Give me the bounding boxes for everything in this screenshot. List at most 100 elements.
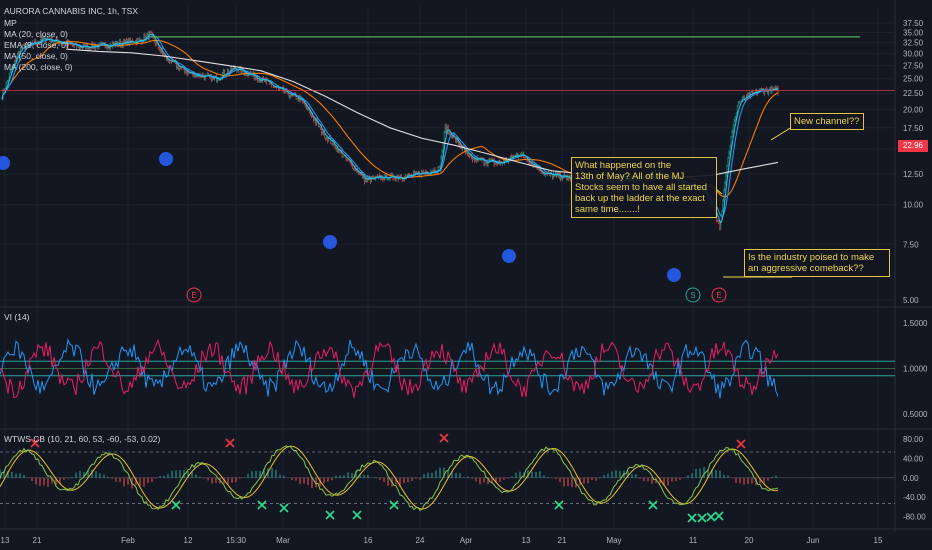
- price-tick-label: 20.00: [903, 105, 924, 114]
- price-tick-label: 22.50: [903, 89, 924, 98]
- wt-cross-marker: [648, 500, 658, 510]
- annotation-new-channel[interactable]: New channel??: [790, 113, 864, 130]
- event-dot: [0, 156, 10, 170]
- wt-tick-label: -80.00: [903, 513, 926, 522]
- time-axis[interactable]: 13 21 Feb 12 15:30 Mar 16 24 Apr 13 21 May 11 20 Jun 15: [1, 536, 883, 545]
- price-axis[interactable]: 5.007.5010.0012.5015.0017.5020.0022.5025…: [903, 19, 928, 522]
- event-marker-ring: [685, 287, 701, 303]
- price-tick-label: 10.00: [903, 201, 924, 210]
- event-marker-label: E: [716, 291, 721, 300]
- wt-main-line: [0, 445, 779, 512]
- wt-cross-marker: [257, 500, 267, 510]
- wt-cross-marker: [225, 438, 235, 448]
- wt-cross-stroke: [325, 510, 335, 520]
- wt-cross-marker: [30, 438, 40, 448]
- vi-legend[interactable]: VI (14): [4, 312, 30, 322]
- annotation-may13[interactable]: What happened on the 13th of May? All of…: [571, 157, 717, 218]
- wt-cross-marker: [325, 510, 335, 520]
- wavetrend-pane[interactable]: [0, 433, 895, 523]
- price-tick-label: 30.00: [903, 50, 924, 59]
- wt-cross-stroke: [706, 512, 716, 522]
- wt-cross-stroke: [352, 510, 362, 520]
- wt-cross-marker: [714, 511, 724, 521]
- price-tick-label: 7.50: [903, 240, 919, 249]
- event-marker: E: [711, 287, 727, 303]
- legend-ma20[interactable]: MA (20, close, 0): [4, 29, 68, 39]
- time-tick-label: Feb: [121, 536, 135, 545]
- legend-mp[interactable]: MP: [4, 18, 17, 28]
- wt-tick-label: 80.00: [903, 435, 924, 444]
- price-tick-label: 35.00: [903, 28, 924, 37]
- event-marker-label: E: [191, 291, 196, 300]
- event-marker: E: [186, 287, 202, 303]
- event-marker-ring: [186, 287, 202, 303]
- arrow-new-channel: [770, 126, 793, 141]
- wt-tick-label: 40.00: [903, 454, 924, 463]
- time-tick-label: Jun: [807, 536, 820, 545]
- time-tick-label: 11: [689, 536, 698, 545]
- wt-cross-marker: [706, 512, 716, 522]
- time-tick-label: 15: [874, 536, 883, 545]
- wt-cross-stroke: [171, 500, 181, 510]
- last-price-badge: 22.96: [898, 140, 928, 152]
- event-dot: [323, 235, 337, 249]
- event-dot: [502, 249, 516, 263]
- price-tick-label: 32.50: [903, 39, 924, 48]
- wt-cross-marker: [352, 510, 362, 520]
- wt-cross-marker: [554, 500, 564, 510]
- legend-ma200[interactable]: MA (200, close, 0): [4, 62, 73, 72]
- wt-cross-stroke: [687, 513, 697, 523]
- wt-cross-marker: [736, 439, 746, 449]
- wt-cross-stroke: [714, 511, 724, 521]
- event-marker-label: S: [690, 291, 695, 300]
- wt-cross-stroke: [697, 513, 707, 523]
- vortex-pane[interactable]: [0, 338, 895, 399]
- wt-cross-stroke: [279, 503, 289, 513]
- wt-cross-stroke: [225, 438, 235, 448]
- time-tick-label: 13: [522, 536, 531, 545]
- wt-cross-stroke: [389, 500, 399, 510]
- vi-minus-line: [0, 338, 779, 399]
- price-tick-label: 12.50: [903, 170, 924, 179]
- time-tick-label: 16: [364, 536, 373, 545]
- wt-signal-line: [0, 445, 779, 510]
- time-tick-label: 24: [416, 536, 425, 545]
- vi-tick-label: 1.0000: [903, 365, 928, 374]
- wt-cross-stroke: [439, 433, 449, 443]
- wt-cross-stroke: [648, 500, 658, 510]
- wt-tick-label: -40.00: [903, 493, 926, 502]
- vi-tick-label: 1.5000: [903, 319, 928, 328]
- time-tick-label: 21: [558, 536, 567, 545]
- time-tick-label: 13: [1, 536, 10, 545]
- vi-tick-label: 0.5000: [903, 410, 928, 419]
- legend-ma50[interactable]: MA (50, close, 0): [4, 51, 68, 61]
- price-tick-label: 5.00: [903, 296, 919, 305]
- price-tick-label: 17.50: [903, 124, 924, 133]
- wt-cross-marker: [697, 513, 707, 523]
- annotation-industry[interactable]: Is the industry poised to make an aggres…: [744, 249, 890, 277]
- wt-legend[interactable]: WTWS CB (10, 21, 60, 53, -60, -53, 0.02): [4, 434, 161, 444]
- time-tick-label: Mar: [276, 536, 290, 545]
- event-dot: [667, 268, 681, 282]
- wt-cross-stroke: [257, 500, 267, 510]
- wt-cross-marker: [687, 513, 697, 523]
- time-tick-label: 15:30: [226, 536, 247, 545]
- wt-cross-marker: [439, 433, 449, 443]
- price-tick-label: 27.50: [903, 62, 924, 71]
- wt-cross-marker: [171, 500, 181, 510]
- symbol-title: AURORA CANNABIS INC, 1h, TSX: [4, 6, 138, 16]
- price-tick-label: 37.50: [903, 19, 924, 28]
- vi-plus-line: [0, 338, 779, 399]
- time-tick-label: 12: [184, 536, 193, 545]
- event-marker-ring: [711, 287, 727, 303]
- wt-cross-stroke: [736, 439, 746, 449]
- wt-tick-label: 0.00: [903, 474, 919, 483]
- legend-ema9[interactable]: EMA (9, close, 0): [4, 40, 69, 50]
- grid-lines: [0, 0, 932, 532]
- wt-cross-marker: [279, 503, 289, 513]
- time-tick-label: Apr: [460, 536, 473, 545]
- wt-cross-marker: [389, 500, 399, 510]
- time-tick-label: 20: [745, 536, 754, 545]
- wt-cross-stroke: [30, 438, 40, 448]
- event-marker: S: [685, 287, 701, 303]
